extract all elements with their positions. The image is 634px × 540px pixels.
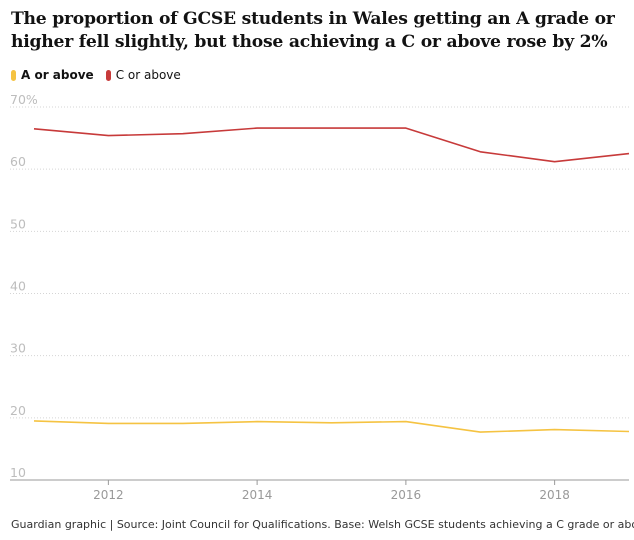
y-tick-label-50: 50 bbox=[10, 216, 26, 231]
series-line-c-or-above bbox=[33, 127, 630, 163]
y-tick-label-70: 70% bbox=[10, 92, 38, 107]
x-tick-label-2018: 2018 bbox=[539, 488, 570, 502]
x-tick-label-2012: 2012 bbox=[93, 488, 124, 502]
source-footer: Guardian graphic | Source: Joint Council… bbox=[11, 518, 634, 531]
legend: A or above C or above bbox=[11, 66, 193, 84]
x-tick-label-2014: 2014 bbox=[242, 488, 273, 502]
legend-swatch-c-or-above bbox=[105, 69, 111, 81]
legend-label-a-or-above: A or above bbox=[21, 68, 94, 82]
y-tick-label-40: 40 bbox=[10, 279, 26, 294]
chart-title: The proportion of GCSE students in Wales… bbox=[11, 9, 615, 52]
y-tick-label-10: 10 bbox=[10, 465, 26, 480]
legend-item-a-or-above: A or above bbox=[11, 68, 94, 82]
legend-label-c-or-above: C or above bbox=[115, 68, 181, 82]
series-line-a-or-above bbox=[33, 420, 630, 433]
x-tick-label-2016: 2016 bbox=[391, 488, 422, 502]
y-tick-label-60: 60 bbox=[10, 154, 26, 169]
legend-swatch-a-or-above bbox=[11, 69, 16, 81]
legend-item-c-or-above: C or above bbox=[105, 68, 181, 82]
y-tick-label-30: 30 bbox=[10, 341, 26, 356]
y-tick-label-20: 20 bbox=[10, 403, 26, 418]
